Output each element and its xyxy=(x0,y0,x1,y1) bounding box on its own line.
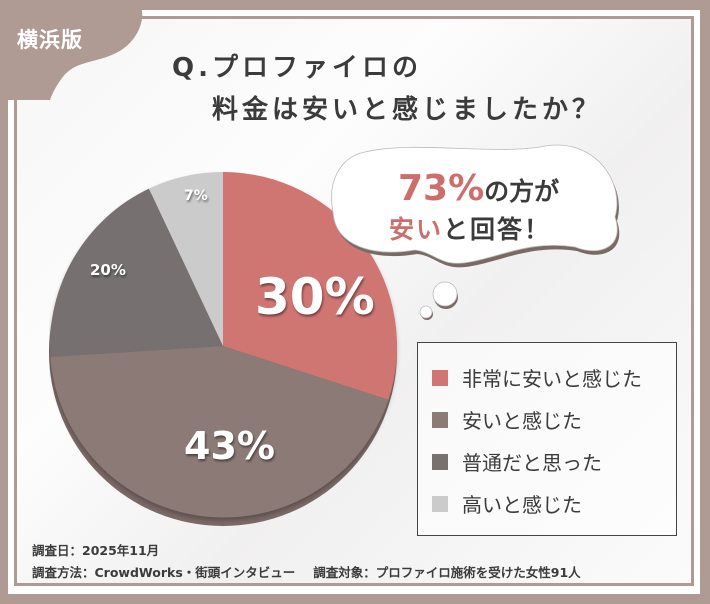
legend-label: 安いと感じた xyxy=(462,409,582,433)
pie-label-43: 43% xyxy=(184,424,275,468)
slice-expensive xyxy=(148,172,223,346)
callout-line1: 73%の方が xyxy=(398,168,559,209)
legend-item-cheap: 安いと感じた xyxy=(432,405,582,434)
corner-badge xyxy=(0,0,143,100)
legend-swatch xyxy=(432,453,448,470)
callout-line2-rest: と回答！ xyxy=(443,215,552,244)
callout-line2: 安いと回答！ xyxy=(389,210,551,246)
legend-label: 高いと感じた xyxy=(462,493,582,517)
survey-method: 調査方法：CrowdWorks・街頭インタビュー xyxy=(32,565,296,580)
survey-date: 調査日：2025年11月 xyxy=(32,543,160,558)
callout-accent: 安い xyxy=(389,215,444,244)
survey-target: 調査対象：プロファイロ施術を受けた女性91人 xyxy=(313,565,581,580)
region-badge: 横浜版 xyxy=(17,28,83,52)
legend-label: 普通だと思った xyxy=(462,451,602,475)
slice-very-cheap xyxy=(223,172,397,400)
pie-label-20: 20% xyxy=(90,261,126,279)
survey-info: 調査方法：CrowdWorks・街頭インタビュー 調査対象：プロファイロ施術を受け… xyxy=(32,562,581,581)
legend-item-normal: 普通だと思った xyxy=(432,447,602,476)
legend-item-very-cheap: 非常に安いと感じた xyxy=(432,363,642,392)
legend: 非常に安いと感じた 安いと感じた 普通だと思った 高いと感じた xyxy=(417,342,677,536)
chart-title-line2: 料金は安いと感じましたか？ xyxy=(212,95,603,125)
callout-bubble xyxy=(331,144,620,320)
pie-label-30: 30% xyxy=(255,268,375,326)
legend-label: 非常に安いと感じた xyxy=(462,367,642,391)
legend-swatch xyxy=(432,411,448,428)
pie-label-7: 7% xyxy=(184,188,208,204)
slice-cheap xyxy=(50,346,389,518)
callout-line1-rest: の方が xyxy=(484,177,560,206)
pie-chart xyxy=(49,172,397,526)
legend-item-expensive: 高いと感じた xyxy=(432,489,582,518)
legend-swatch xyxy=(432,369,448,386)
callout-percent: 73% xyxy=(398,168,485,209)
slice-normal xyxy=(49,188,224,357)
legend-swatch xyxy=(432,495,448,512)
chart-title-line1: Q.プロファイロの xyxy=(172,53,422,83)
